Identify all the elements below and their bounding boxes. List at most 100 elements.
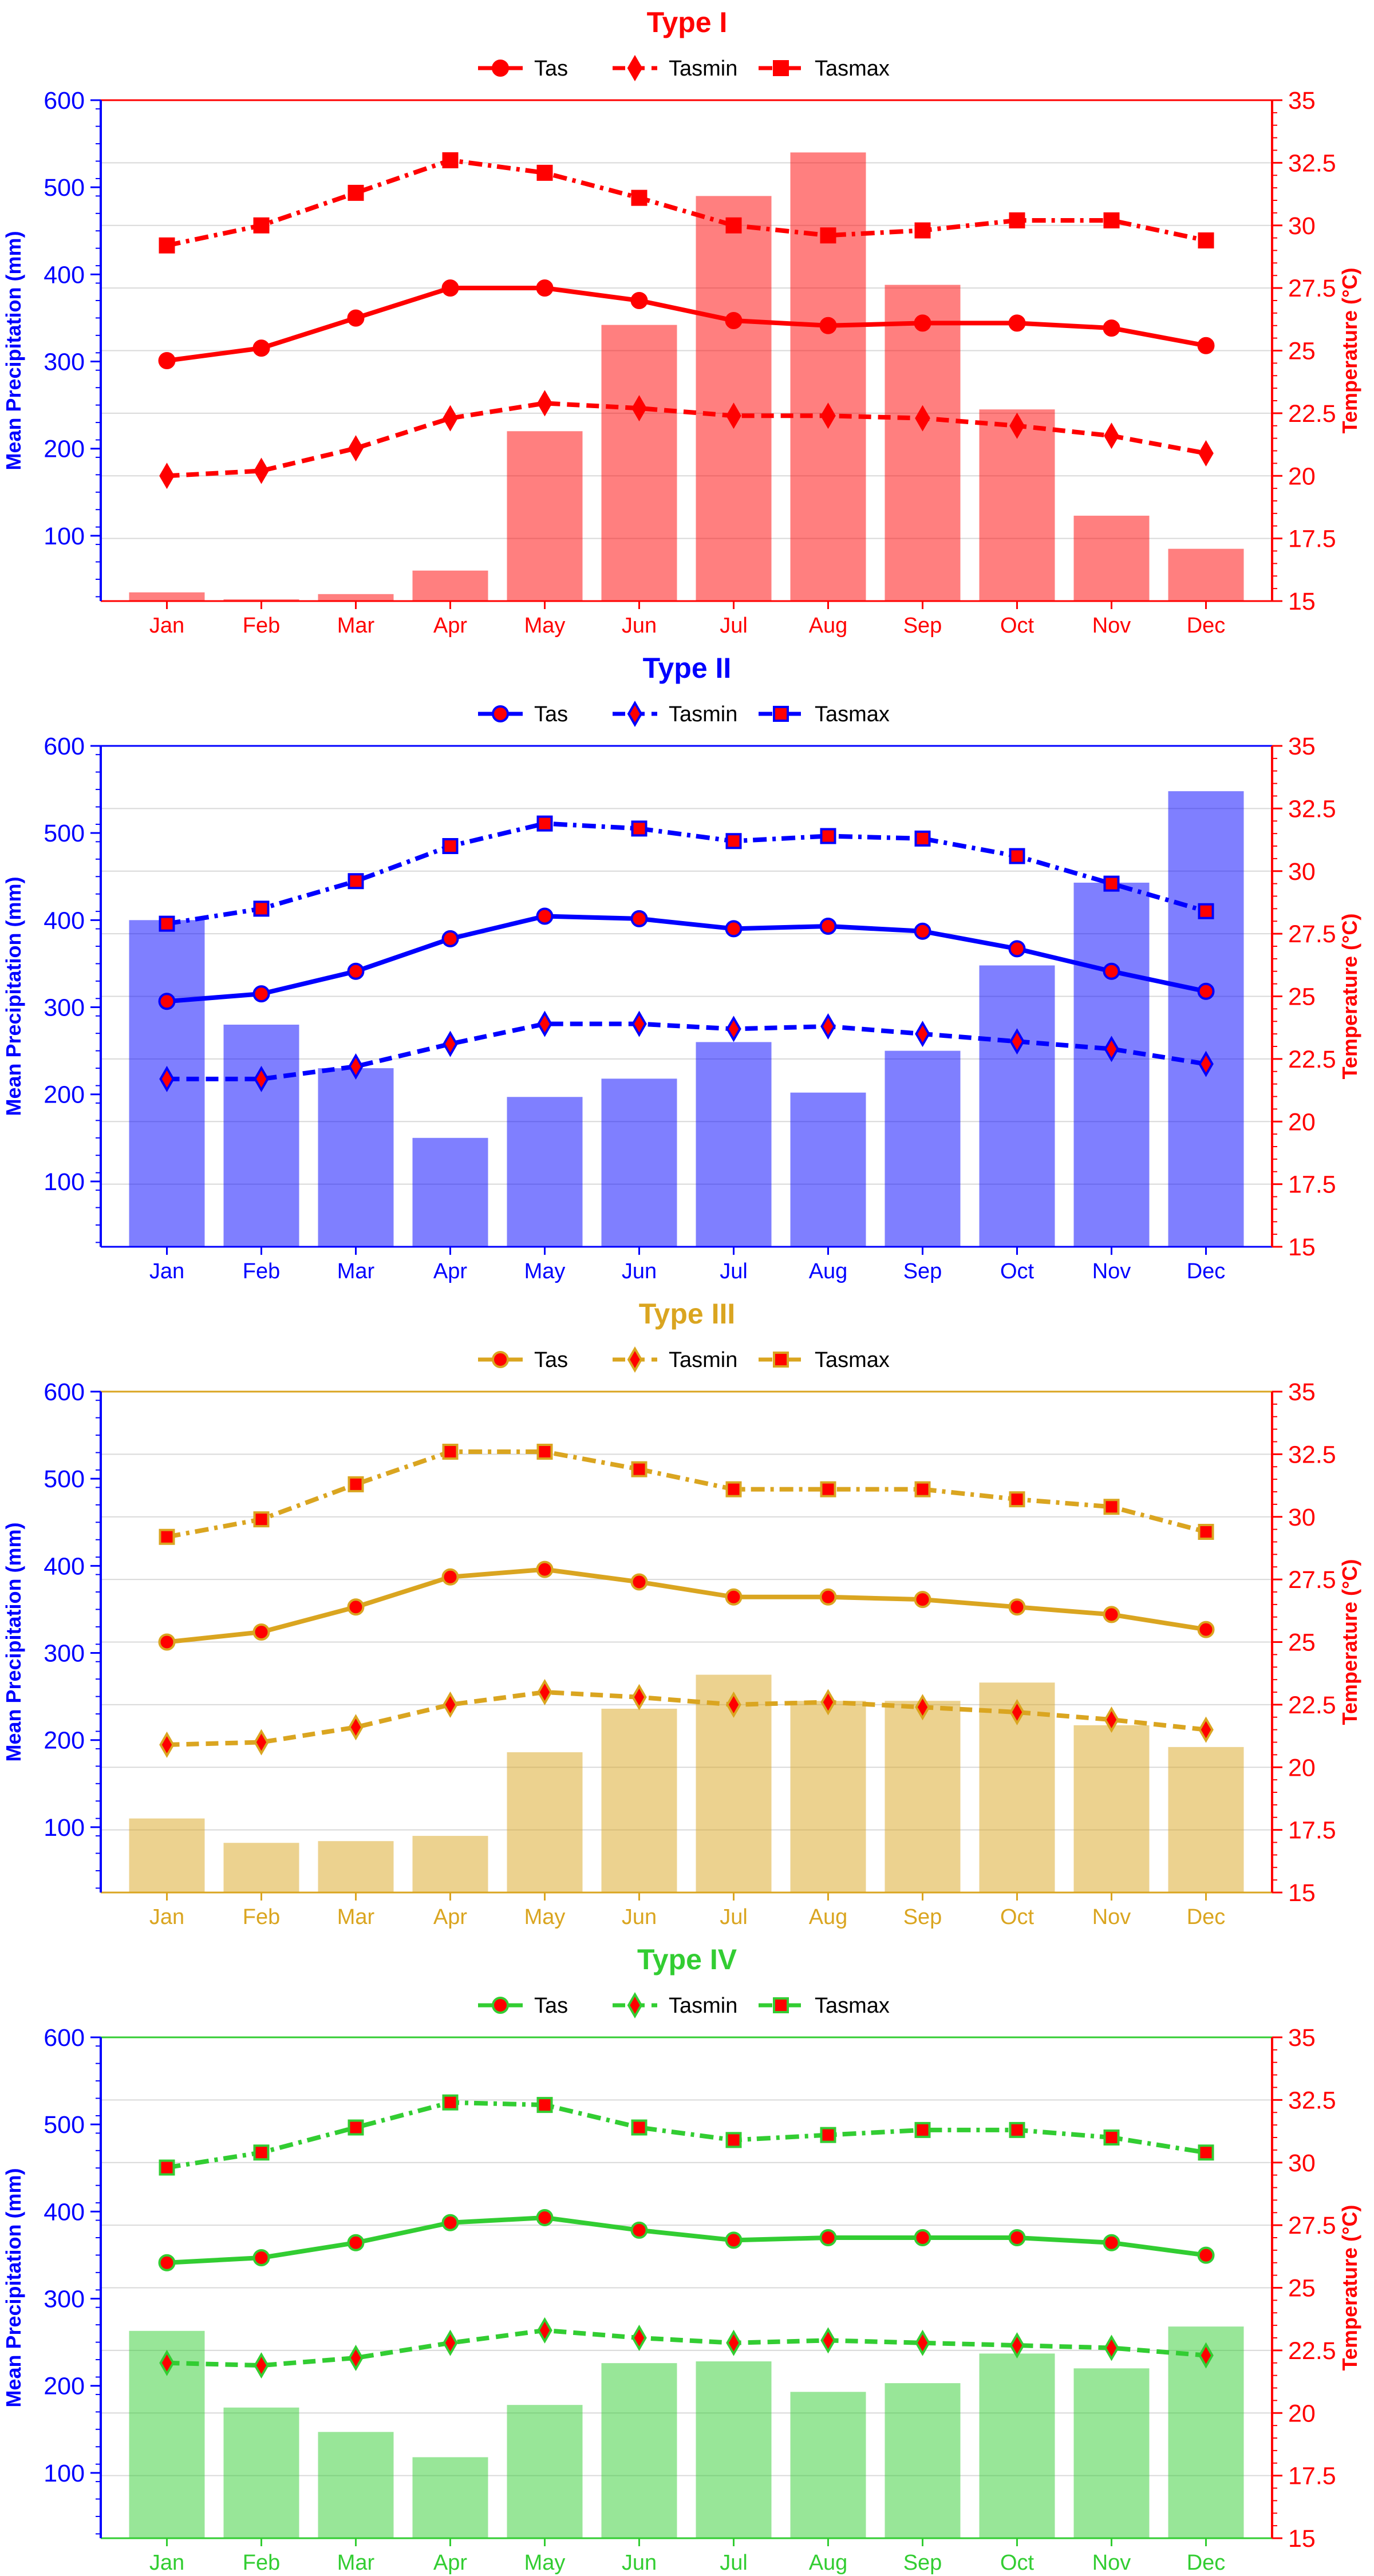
x-tick-label: Apr bbox=[433, 1259, 467, 1283]
precip-bar-jul bbox=[696, 2361, 772, 2538]
precip-bar-nov bbox=[1073, 882, 1150, 1247]
precip-bar-feb bbox=[223, 1843, 299, 1893]
right-axis-label: Temperature (°C) bbox=[1338, 268, 1361, 434]
right-axis: 15 17.5 20 22.5 25 27.5 30 32.5 35 Temperature (°… bbox=[1272, 87, 1361, 615]
precip-bar-jan bbox=[129, 592, 205, 601]
x-tick-label: Sep bbox=[903, 1905, 942, 1929]
precip-bar-mar bbox=[318, 1841, 394, 1893]
data-point-feb bbox=[253, 1511, 270, 1528]
x-tick-label: Aug bbox=[809, 1905, 848, 1929]
data-point-apr bbox=[441, 279, 459, 297]
tick-label: 600 bbox=[44, 2024, 85, 2052]
series-line bbox=[166, 2100, 1207, 2170]
legend-item-tasmax: Tasmax bbox=[759, 702, 890, 726]
data-point-jan bbox=[159, 2349, 175, 2376]
data-point-oct bbox=[1008, 1598, 1026, 1616]
series-tasmin bbox=[159, 2317, 1214, 2379]
data-point-jul bbox=[726, 402, 741, 429]
data-point-jul bbox=[725, 1481, 742, 1498]
tick-label: 400 bbox=[44, 907, 85, 934]
x-tick-label: May bbox=[524, 1259, 566, 1283]
tick-label: 30 bbox=[1288, 858, 1316, 886]
data-point-jun bbox=[630, 292, 648, 309]
data-point-nov bbox=[1103, 1606, 1120, 1623]
legend: Tas Tasmin Tasmax bbox=[478, 55, 890, 81]
precip-bars bbox=[129, 1674, 1244, 1893]
tick-label: 35 bbox=[1288, 87, 1316, 114]
precip-bar-may bbox=[507, 431, 583, 601]
tick-label: 32.5 bbox=[1288, 795, 1336, 823]
data-point-nov bbox=[1103, 962, 1120, 980]
x-tick-label: Nov bbox=[1092, 2551, 1131, 2575]
series-tasmin bbox=[159, 1679, 1214, 1758]
data-point-oct bbox=[1008, 2229, 1026, 2246]
data-point-dec bbox=[1198, 2144, 1214, 2161]
data-point-dec bbox=[1197, 1621, 1215, 1638]
chart-panel-1: Type I Tas Tasmin Tasmax 100 200 300 400 500 600 M… bbox=[2, 6, 1361, 638]
data-point-oct bbox=[1008, 314, 1026, 332]
x-tick-label: May bbox=[524, 614, 566, 638]
data-point-may bbox=[536, 2209, 554, 2226]
precip-bar-sep bbox=[885, 1701, 961, 1893]
data-point-jul bbox=[725, 217, 742, 234]
x-tick-label: Jan bbox=[149, 614, 184, 638]
chart-title: Type II bbox=[643, 652, 732, 684]
data-point-jun bbox=[630, 2221, 648, 2239]
tick-label: 15 bbox=[1288, 2525, 1316, 2553]
x-axis: Jan Feb Mar Apr May Jun Jul Aug Sep Oct Nov Dec bbox=[149, 2538, 1225, 2575]
x-tick-label: Jan bbox=[149, 1259, 184, 1283]
tick-label: 30 bbox=[1288, 2150, 1316, 2177]
data-point-aug bbox=[820, 2127, 836, 2143]
chart-panel-3: Type III Tas Tasmin Tasmax 100 200 300 400 500 60… bbox=[2, 1298, 1361, 1929]
data-point-apr bbox=[441, 2214, 459, 2231]
x-tick-label: Jun bbox=[622, 1905, 657, 1929]
tick-label: 300 bbox=[44, 1640, 85, 1668]
legend-item-tasmin: Tasmin bbox=[613, 55, 737, 81]
legend-label: Tas bbox=[534, 1348, 568, 1372]
series-line bbox=[166, 821, 1207, 926]
tick-label: 20 bbox=[1288, 463, 1316, 490]
data-point-aug bbox=[820, 1013, 836, 1040]
data-point-jan bbox=[159, 915, 175, 932]
x-tick-label: Apr bbox=[433, 614, 467, 638]
x-tick-label: Feb bbox=[243, 1259, 280, 1283]
data-point-feb bbox=[254, 457, 269, 484]
series-tasmax bbox=[159, 152, 1214, 254]
legend-label: Tasmin bbox=[669, 57, 737, 81]
precip-bar-jun bbox=[601, 2363, 677, 2538]
x-tick-label: Nov bbox=[1092, 1259, 1131, 1283]
data-point-aug bbox=[820, 227, 836, 244]
right-axis-label: Temperature (°C) bbox=[1338, 2205, 1361, 2371]
data-point-apr bbox=[443, 1030, 458, 1057]
data-point-sep bbox=[915, 1694, 930, 1721]
right-axis: 15 17.5 20 22.5 25 27.5 30 32.5 35 Temperature (°… bbox=[1272, 733, 1361, 1261]
x-tick-label: Aug bbox=[809, 2551, 848, 2575]
data-point-apr bbox=[442, 152, 459, 168]
data-point-mar bbox=[347, 1598, 365, 1616]
data-point-jul bbox=[726, 1016, 741, 1042]
data-point-jan bbox=[158, 2254, 176, 2271]
tick-label: 25 bbox=[1288, 1629, 1316, 1657]
data-point-dec bbox=[1198, 1524, 1214, 1540]
precip-bar-apr bbox=[412, 2457, 488, 2538]
legend-item-tasmin: Tasmin bbox=[613, 1992, 737, 2018]
data-point-dec bbox=[1198, 1050, 1214, 1077]
series-tas bbox=[158, 279, 1215, 369]
legend-label: Tasmax bbox=[815, 1994, 890, 2018]
precip-bar-jul bbox=[696, 1042, 772, 1247]
legend-marker bbox=[492, 1997, 509, 2014]
tick-label: 500 bbox=[44, 174, 85, 202]
tick-label: 32.5 bbox=[1288, 1441, 1336, 1468]
x-tick-label: Jun bbox=[622, 1259, 657, 1283]
data-point-sep bbox=[915, 2329, 930, 2356]
precip-bar-feb bbox=[223, 599, 299, 601]
tick-label: 35 bbox=[1288, 733, 1316, 760]
data-point-sep bbox=[914, 2229, 931, 2246]
data-point-jul bbox=[726, 1691, 741, 1718]
data-point-nov bbox=[1103, 212, 1120, 228]
tick-label: 27.5 bbox=[1288, 275, 1336, 302]
data-point-feb bbox=[253, 900, 270, 917]
data-point-aug bbox=[819, 317, 837, 334]
tick-label: 500 bbox=[44, 2111, 85, 2139]
